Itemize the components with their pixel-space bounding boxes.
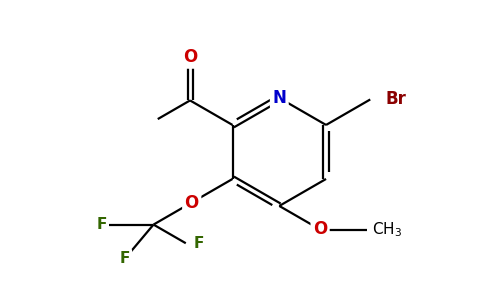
Text: F: F [96,217,106,232]
Text: Br: Br [386,91,407,109]
Text: N: N [272,89,286,107]
Text: CH$_3$: CH$_3$ [372,220,402,239]
Text: O: O [313,220,327,238]
Text: O: O [184,194,199,211]
Text: F: F [194,236,204,251]
Text: F: F [120,250,130,266]
Text: O: O [183,48,197,66]
